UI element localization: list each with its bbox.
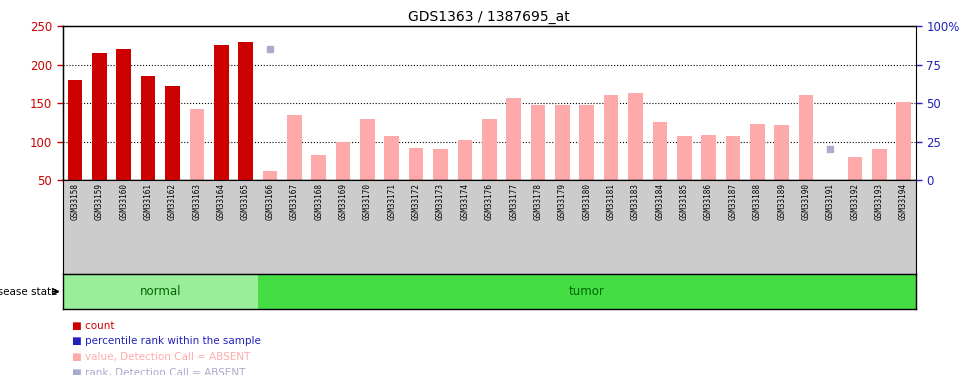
Text: GSM33190: GSM33190 (802, 183, 810, 220)
Bar (263, 171, 277, 180)
Bar (847, 157, 862, 180)
Bar (213, 45, 229, 180)
Text: GSM33176: GSM33176 (485, 183, 494, 220)
Text: ■ percentile rank within the sample: ■ percentile rank within the sample (72, 336, 262, 346)
Bar (628, 93, 642, 180)
Text: GSM33187: GSM33187 (728, 183, 737, 220)
Bar (384, 136, 399, 180)
Text: GSM33158: GSM33158 (71, 183, 79, 220)
Bar (117, 50, 131, 180)
Text: GSM33184: GSM33184 (655, 183, 665, 220)
Bar (68, 80, 82, 180)
Text: GSM33166: GSM33166 (266, 183, 274, 220)
Bar (604, 96, 618, 180)
Title: GDS1363 / 1387695_at: GDS1363 / 1387695_at (409, 10, 570, 24)
Bar (896, 102, 911, 180)
Text: GSM33171: GSM33171 (387, 183, 396, 220)
Text: GSM33170: GSM33170 (363, 183, 372, 220)
Text: GSM33161: GSM33161 (144, 183, 153, 220)
Bar (482, 118, 497, 180)
Text: GSM33159: GSM33159 (95, 183, 104, 220)
Text: GSM33192: GSM33192 (850, 183, 860, 220)
Text: tumor: tumor (569, 285, 605, 298)
Bar (258, 274, 928, 309)
Text: GSM33164: GSM33164 (216, 183, 226, 220)
Text: GSM33194: GSM33194 (899, 183, 908, 220)
Text: GSM33163: GSM33163 (192, 183, 201, 220)
Bar (311, 155, 326, 180)
Bar (92, 53, 106, 180)
Bar (287, 116, 301, 180)
Text: GSM33178: GSM33178 (533, 183, 543, 220)
Bar (189, 108, 204, 180)
Bar (677, 136, 692, 180)
Bar (775, 124, 789, 180)
Bar (506, 98, 521, 180)
Text: ■ rank, Detection Call = ABSENT: ■ rank, Detection Call = ABSENT (72, 368, 245, 375)
Text: GSM33167: GSM33167 (290, 183, 298, 220)
Bar (580, 105, 594, 180)
Text: GSM33185: GSM33185 (680, 183, 689, 220)
Text: GSM33186: GSM33186 (704, 183, 713, 220)
Text: GSM33162: GSM33162 (168, 183, 177, 220)
Text: ■ value, Detection Call = ABSENT: ■ value, Detection Call = ABSENT (72, 352, 251, 362)
Bar (653, 122, 668, 180)
Text: GSM33179: GSM33179 (558, 183, 567, 220)
Text: GSM33173: GSM33173 (436, 183, 445, 220)
Bar (823, 180, 838, 203)
Bar (799, 94, 813, 180)
Text: GSM33168: GSM33168 (314, 183, 324, 220)
Bar (165, 86, 180, 180)
Text: GSM33180: GSM33180 (582, 183, 591, 220)
Bar (63, 274, 258, 309)
Bar (458, 140, 472, 180)
Text: GSM33174: GSM33174 (461, 183, 469, 220)
Bar (433, 149, 448, 180)
Bar (530, 105, 546, 180)
Text: GSM33172: GSM33172 (412, 183, 420, 220)
Text: GSM33189: GSM33189 (778, 183, 786, 220)
Text: disease state: disease state (0, 286, 58, 297)
Bar (409, 148, 423, 180)
Text: GSM33160: GSM33160 (119, 183, 128, 220)
Bar (555, 105, 570, 180)
Text: normal: normal (139, 285, 181, 298)
Text: GSM33193: GSM33193 (874, 183, 884, 220)
Text: GSM33169: GSM33169 (338, 183, 348, 220)
Text: GSM33183: GSM33183 (631, 183, 640, 220)
Text: ■ count: ■ count (72, 321, 115, 331)
Bar (336, 142, 351, 180)
Bar (701, 135, 716, 180)
Bar (239, 42, 253, 180)
Text: GSM33181: GSM33181 (607, 183, 615, 220)
Text: GSM33177: GSM33177 (509, 183, 518, 220)
Bar (141, 76, 156, 180)
Bar (725, 136, 740, 180)
Bar (360, 119, 375, 180)
Text: GSM33191: GSM33191 (826, 183, 835, 220)
Bar (872, 149, 887, 180)
Bar (750, 124, 765, 180)
Text: GSM33165: GSM33165 (242, 183, 250, 220)
Text: GSM33188: GSM33188 (753, 183, 762, 220)
